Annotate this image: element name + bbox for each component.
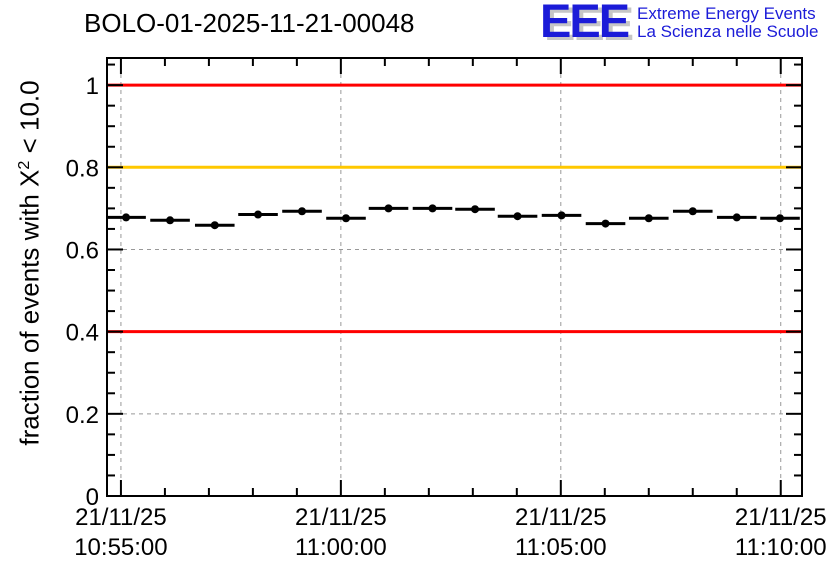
data-point-marker: [166, 216, 175, 225]
data-point-marker: [513, 212, 522, 221]
y-tick-label: 0.6: [66, 237, 99, 264]
plot-gridlines: [107, 58, 802, 496]
data-point-marker: [254, 210, 263, 219]
y-axis-title-text: fraction of events with X: [14, 169, 45, 446]
data-point-marker: [210, 221, 219, 230]
data-point-marker: [557, 211, 566, 220]
eee-logo-acronym: EEE: [540, 0, 630, 47]
eee-logo-line1: Extreme Energy Events: [637, 4, 816, 23]
data-series: [106, 204, 800, 230]
x-tick-label-time: 11:05:00: [515, 534, 607, 561]
y-tick-label: 0.4: [66, 320, 99, 347]
x-tick-label-time: 11:00:00: [295, 534, 387, 561]
data-point-marker: [471, 205, 480, 214]
eee-logo: EEE Extreme Energy Events La Scienza nel…: [540, 0, 819, 47]
plot-title: BOLO-01-2025-11-21-00048: [84, 8, 415, 38]
x-tick-label-time: 10:55:00: [74, 534, 167, 561]
y-axis-title-superscript: 2: [14, 160, 33, 170]
x-tick-label-date: 21/11/25: [735, 504, 827, 531]
y-axis-title: fraction of events with X2 < 10.0: [15, 80, 46, 445]
y-tick-label: 0: [86, 484, 99, 511]
plot-frame: [106, 57, 803, 497]
x-tick-label-time: 11:10:00: [735, 534, 827, 561]
x-tick-label-date: 21/11/25: [295, 504, 387, 531]
axis-ticks: [107, 58, 802, 497]
x-tick-label-date: 21/11/25: [75, 504, 167, 531]
data-point-marker: [601, 219, 610, 228]
data-point-marker: [428, 204, 437, 213]
data-point-marker: [732, 213, 741, 222]
reference-lines: [107, 83, 802, 334]
data-point-marker: [122, 213, 131, 222]
y-tick-label: 1: [86, 73, 99, 100]
data-point-marker: [688, 207, 697, 216]
eee-logo-line2: La Scienza nelle Scuole: [637, 22, 819, 41]
y-tick-label: 0.8: [66, 155, 99, 182]
y-tick-label: 0.2: [66, 402, 99, 429]
data-point-marker: [644, 214, 653, 223]
data-point-marker: [384, 204, 393, 213]
y-axis-title-suffix: < 10.0: [14, 80, 45, 161]
data-point-marker: [298, 207, 307, 216]
eee-logo-text: Extreme Energy Events La Scienza nelle S…: [637, 2, 818, 41]
x-tick-labels: 21/11/25 10:55:00 21/11/25 11:00:00 21/11/25…: [74, 504, 826, 561]
x-tick-label-date: 21/11/25: [515, 504, 607, 531]
data-point-marker: [776, 214, 785, 223]
y-tick-labels: 0 0.2 0.4 0.6 0.8 1: [66, 73, 99, 511]
data-point-marker: [341, 214, 350, 223]
